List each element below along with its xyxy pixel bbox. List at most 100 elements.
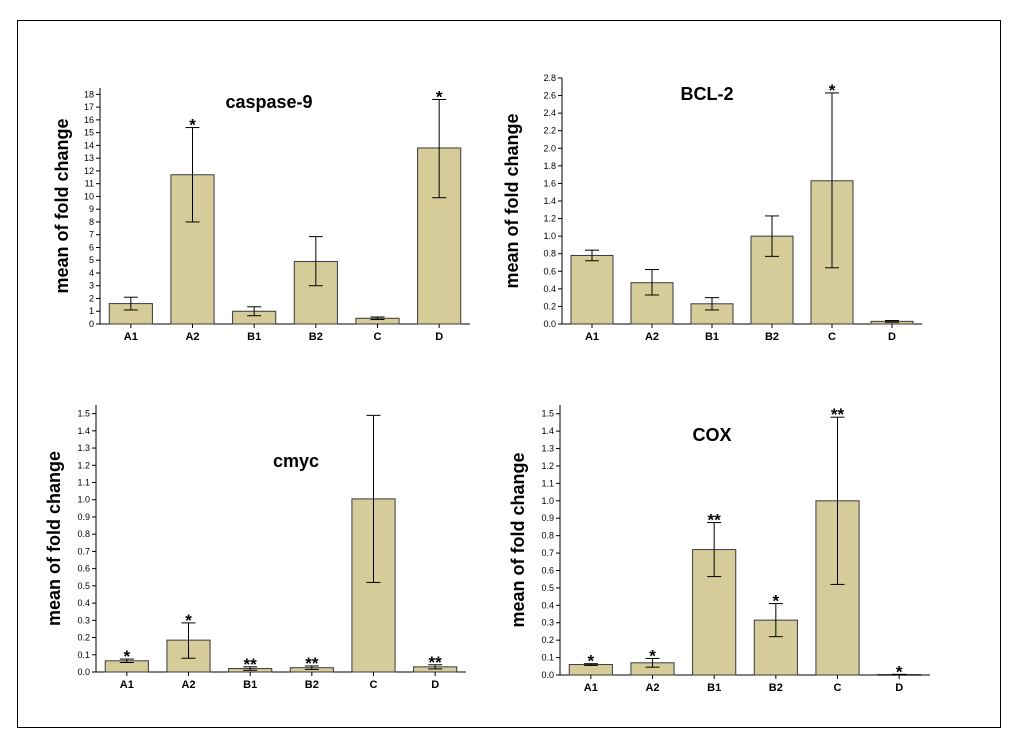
y-tick-label: 0.7 xyxy=(541,548,554,558)
y-tick-label: 0.0 xyxy=(543,319,556,329)
y-tick-label: 0.4 xyxy=(541,600,554,610)
y-tick-label: 1.4 xyxy=(543,196,556,206)
y-tick-label: 1.2 xyxy=(543,214,556,224)
x-tick-label: B2 xyxy=(769,682,783,694)
x-tick-label: C xyxy=(370,679,378,691)
y-tick-label: 1.3 xyxy=(541,444,554,454)
y-tick-label: 16 xyxy=(84,115,94,125)
y-tick-label: 1.5 xyxy=(541,409,554,419)
y-tick-label: 1.1 xyxy=(77,478,90,488)
x-tick-label: D xyxy=(431,679,439,691)
bar-a1 xyxy=(570,254,614,325)
significance-mark: ** xyxy=(429,653,443,672)
y-tick-label: 2.0 xyxy=(543,143,556,153)
y-tick-label: 1.1 xyxy=(541,478,554,488)
significance-mark: * xyxy=(773,592,780,611)
y-tick-label: 10 xyxy=(84,191,94,201)
y-tick-label: 4 xyxy=(89,268,94,278)
x-tick-label: C xyxy=(374,331,382,343)
y-tick-label: 0.2 xyxy=(543,301,556,311)
significance-mark: * xyxy=(829,81,836,100)
y-tick-label: 8 xyxy=(89,217,94,227)
y-tick-label: 1 xyxy=(89,306,94,316)
y-axis-label: mean of fold change xyxy=(52,118,72,293)
y-tick-label: 9 xyxy=(89,204,94,214)
y-tick-label: 2.8 xyxy=(543,73,556,83)
y-tick-label: 6 xyxy=(89,242,94,252)
y-tick-label: 17 xyxy=(84,102,94,112)
chart-panel-bcl-2: 0.0 0.2 0.4 0.6 0.8 1.0 1.2 1.4 1.6 1.8 2.0 2.2 2.4 2… xyxy=(502,73,922,343)
y-tick-label: 1.3 xyxy=(77,443,90,453)
chart-panel-cox: 0.0 0.1 0.2 0.3 0.4 0.5 0.6 0.7 0.8 0.9 1.0 1.1 1.2 1… xyxy=(508,405,930,694)
x-tick-label: A2 xyxy=(645,682,659,694)
y-tick-label: 0.8 xyxy=(77,529,90,539)
y-tick-label: 1.6 xyxy=(543,178,556,188)
y-tick-label: 0.6 xyxy=(77,564,90,574)
y-tick-label: 0.9 xyxy=(541,513,554,523)
y-tick-label: 1.2 xyxy=(541,461,554,471)
x-tick-label: C xyxy=(834,682,842,694)
y-tick-label: 12 xyxy=(84,166,94,176)
y-tick-label: 1.4 xyxy=(541,426,554,436)
y-tick-label: 2.4 xyxy=(543,108,556,118)
significance-mark: * xyxy=(185,611,192,630)
x-tick-label: B2 xyxy=(305,679,319,691)
x-tick-label: D xyxy=(895,682,903,694)
x-tick-label: A1 xyxy=(120,679,134,691)
x-tick-label: B1 xyxy=(705,331,719,343)
y-tick-label: 1.0 xyxy=(543,231,556,241)
y-tick-label: 0.6 xyxy=(543,266,556,276)
y-tick-label: 0.8 xyxy=(543,249,556,259)
y-tick-label: 14 xyxy=(84,140,94,150)
y-tick-label: 1.8 xyxy=(543,161,556,171)
y-tick-label: 3 xyxy=(89,281,94,291)
y-tick-label: 0.5 xyxy=(541,583,554,593)
y-tick-label: 1.2 xyxy=(77,460,90,470)
y-axis-label: mean of fold change xyxy=(502,113,522,288)
y-tick-label: 2 xyxy=(89,293,94,303)
y-tick-label: 5 xyxy=(89,255,94,265)
y-tick-label: 0.8 xyxy=(541,531,554,541)
y-tick-label: 0.3 xyxy=(541,618,554,628)
x-tick-label: A1 xyxy=(584,682,598,694)
x-tick-label: B1 xyxy=(247,331,261,343)
significance-mark: * xyxy=(436,87,443,106)
significance-mark: ** xyxy=(244,655,258,674)
y-tick-label: 0.4 xyxy=(543,284,556,294)
x-tick-label: B1 xyxy=(243,679,257,691)
y-tick-label: 0.1 xyxy=(541,653,554,663)
significance-mark: * xyxy=(189,116,196,135)
y-tick-label: 1.4 xyxy=(77,426,90,436)
y-tick-label: 0.6 xyxy=(541,565,554,575)
x-tick-label: D xyxy=(435,331,443,343)
y-tick-label: 0.2 xyxy=(77,633,90,643)
y-tick-label: 2.6 xyxy=(543,91,556,101)
x-tick-label: B1 xyxy=(707,682,721,694)
chart-title: BCL-2 xyxy=(681,84,734,104)
x-tick-label: B2 xyxy=(309,331,323,343)
y-tick-label: 0.9 xyxy=(77,512,90,522)
y-tick-label: 0.4 xyxy=(77,598,90,608)
y-tick-label: 0.0 xyxy=(541,670,554,680)
x-tick-label: B2 xyxy=(765,331,779,343)
y-tick-label: 11 xyxy=(85,179,94,189)
y-tick-label: 18 xyxy=(84,89,94,99)
x-tick-label: A2 xyxy=(645,331,659,343)
chart-panel-cmyc: 0.0 0.1 0.2 0.3 0.4 0.5 0.6 0.7 0.8 0.9 1.0 1.1 1.2 1… xyxy=(44,405,466,691)
significance-mark: * xyxy=(124,647,131,666)
y-tick-label: 7 xyxy=(89,230,94,240)
x-tick-label: A1 xyxy=(124,331,138,343)
y-tick-label: 13 xyxy=(84,153,94,163)
x-tick-label: C xyxy=(828,331,836,343)
y-tick-label: 0.2 xyxy=(541,635,554,645)
chart-title: COX xyxy=(692,425,731,445)
y-axis-label: mean of fold change xyxy=(44,451,64,626)
y-tick-label: 1.0 xyxy=(77,495,90,505)
chart-title: caspase-9 xyxy=(225,92,312,112)
x-tick-label: D xyxy=(888,331,896,343)
significance-mark: * xyxy=(588,652,595,671)
y-tick-label: 0.7 xyxy=(77,546,90,556)
y-tick-label: 2.2 xyxy=(543,126,556,136)
